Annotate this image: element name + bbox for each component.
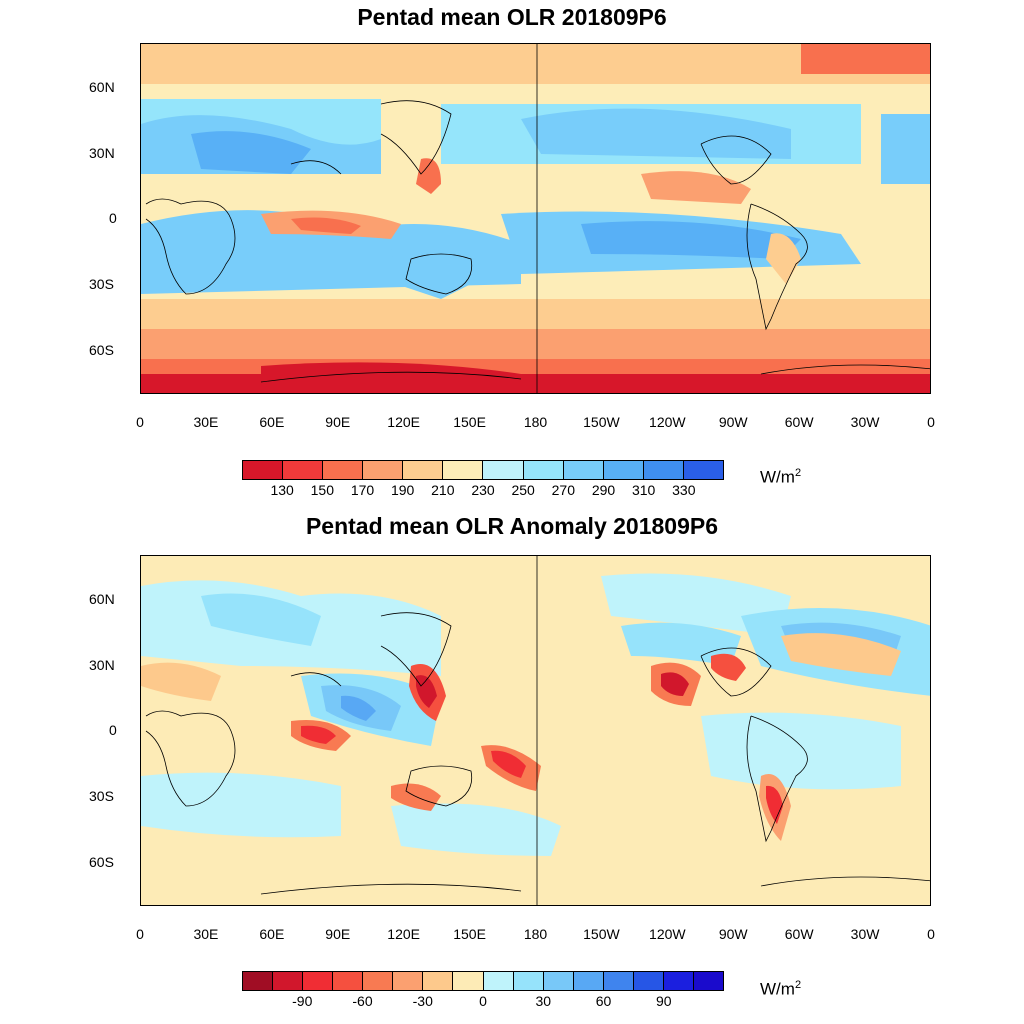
- colorbar-box: [643, 461, 684, 479]
- colorbar-box: [363, 972, 394, 990]
- colorbar-box: [543, 972, 574, 990]
- colorbar-box: [663, 972, 694, 990]
- y-tick-label: 60N: [89, 79, 115, 95]
- x-tick-label: 120E: [387, 926, 421, 942]
- colorbar-box: [443, 461, 484, 479]
- colorbar-box: [563, 461, 604, 479]
- x-tick-label: 150W: [583, 414, 620, 430]
- x-tick-label: 150W: [583, 926, 620, 942]
- y-tick-label: 60S: [89, 854, 114, 870]
- x-tick-label: 30W: [850, 926, 880, 942]
- x-tick-label: 90W: [718, 414, 748, 430]
- colorbar-box: [283, 461, 324, 479]
- colorbar-box: [333, 972, 364, 990]
- x-tick-label: 60E: [259, 926, 285, 942]
- colorbar-label: 250: [511, 482, 535, 498]
- colorbar-box: [603, 972, 634, 990]
- colorbar-label: -90: [292, 993, 313, 1009]
- olr-colorbar: [242, 460, 724, 480]
- colorbar-box: [523, 461, 564, 479]
- colorbar-label: 130: [270, 482, 294, 498]
- x-tick-label: 0: [136, 926, 144, 942]
- colorbar-box: [513, 972, 544, 990]
- colorbar-label: 270: [551, 482, 576, 498]
- colorbar-label: 90: [655, 993, 672, 1009]
- colorbar-box: [273, 972, 304, 990]
- x-tick-label: 120W: [649, 926, 686, 942]
- colorbar-box: [423, 972, 454, 990]
- map-title-olr: Pentad mean OLR 201809P6: [357, 4, 667, 30]
- y-tick-label: 30S: [89, 276, 114, 292]
- x-tick-label: 120W: [649, 414, 686, 430]
- olr-anomaly-colorbar: [242, 971, 724, 991]
- colorbar-label: -30: [412, 993, 433, 1009]
- colorbar-label: 150: [310, 482, 335, 498]
- x-tick-label: 150E: [453, 926, 486, 942]
- colorbar-box: [693, 972, 723, 990]
- colorbar-box: [323, 461, 364, 479]
- colorbar-label: 330: [672, 482, 696, 498]
- x-tick-label: 30W: [850, 414, 880, 430]
- colorbar-label: 170: [350, 482, 375, 498]
- x-tick-label: 90E: [325, 414, 351, 430]
- colorbar-box: [573, 972, 604, 990]
- x-tick-label: 90E: [325, 926, 351, 942]
- colorbar-label: 0: [479, 993, 487, 1009]
- colorbar-label: 60: [595, 993, 612, 1009]
- y-tick-label: 60N: [89, 591, 115, 607]
- x-tick-label: 30E: [193, 414, 219, 430]
- x-tick-label: 60W: [784, 926, 814, 942]
- olr-anomaly-field: [141, 556, 930, 905]
- colorbar-box: [243, 972, 274, 990]
- x-tick-label: 150E: [453, 414, 486, 430]
- olr-anomaly-map: [140, 555, 931, 906]
- y-tick-label: 30N: [89, 145, 115, 161]
- colorbar-box: [303, 972, 334, 990]
- colorbar-label: 30: [535, 993, 552, 1009]
- colorbar-label: 230: [471, 482, 495, 498]
- olr-map: [140, 43, 931, 394]
- y-tick-label: 0: [109, 722, 117, 738]
- x-tick-label: 180: [523, 414, 548, 430]
- colorbar-box: [393, 972, 424, 990]
- x-tick-label: 30E: [193, 926, 219, 942]
- colorbar-label: 310: [631, 482, 656, 498]
- x-tick-label: 180: [523, 926, 548, 942]
- colorbar-box: [603, 461, 644, 479]
- colorbar-box: [453, 972, 484, 990]
- y-tick-label: 30N: [89, 657, 115, 673]
- x-tick-label: 60W: [784, 414, 814, 430]
- colorbar-box: [243, 461, 284, 479]
- colorbar-box: [633, 972, 664, 990]
- y-tick-label: 0: [109, 210, 117, 226]
- x-tick-label: 0: [136, 414, 144, 430]
- x-tick-label: 90W: [718, 926, 748, 942]
- colorbar-label: 190: [390, 482, 415, 498]
- map-title-olr-anomaly: Pentad mean OLR Anomaly 201809P6: [305, 513, 719, 539]
- y-tick-label: 60S: [89, 342, 114, 358]
- units-label: W/m2: [760, 979, 802, 999]
- x-tick-label: 60E: [259, 414, 285, 430]
- colorbar-box: [403, 461, 444, 479]
- units-label: W/m2: [760, 467, 802, 487]
- x-tick-label: 0: [927, 926, 935, 942]
- colorbar-label: 290: [591, 482, 616, 498]
- colorbar-label: 210: [431, 482, 455, 498]
- colorbar-label: -60: [352, 993, 373, 1009]
- colorbar-box: [683, 461, 723, 479]
- colorbar-box: [483, 972, 514, 990]
- x-tick-label: 0: [927, 414, 935, 430]
- y-tick-label: 30S: [89, 788, 114, 804]
- olr-field: [141, 44, 930, 393]
- colorbar-box: [363, 461, 404, 479]
- colorbar-box: [483, 461, 524, 479]
- x-tick-label: 120E: [387, 414, 421, 430]
